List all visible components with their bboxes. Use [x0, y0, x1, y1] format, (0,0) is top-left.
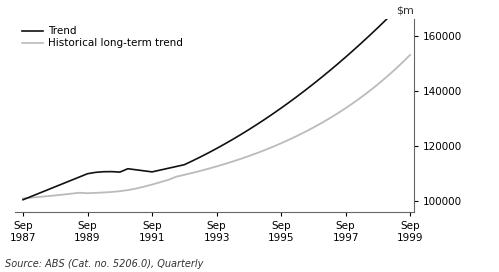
Text: Source: ABS (Cat. no. 5206.0), Quarterly: Source: ABS (Cat. no. 5206.0), Quarterly	[5, 259, 204, 269]
Legend: Trend, Historical long-term trend: Trend, Historical long-term trend	[20, 24, 185, 51]
Text: $m: $m	[396, 5, 414, 15]
